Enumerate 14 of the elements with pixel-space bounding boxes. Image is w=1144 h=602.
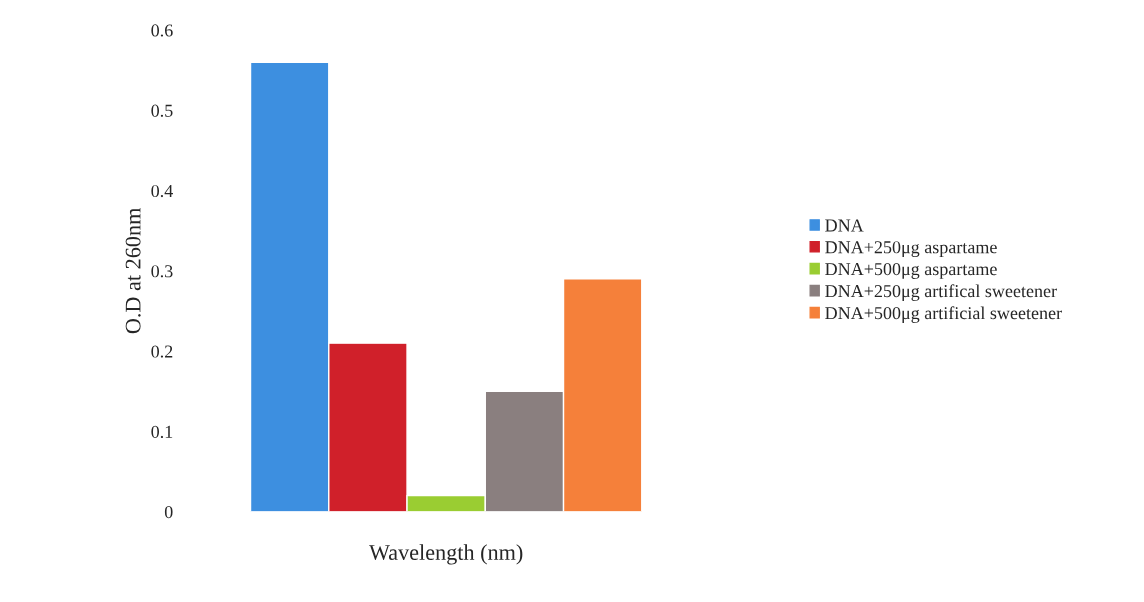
y-tick-label: 0.3: [151, 265, 173, 278]
y-tick-label: 0.1: [151, 425, 173, 438]
x-axis-title: Wavelength (nm): [369, 544, 523, 565]
legend-label: DNA: [825, 219, 864, 232]
legend-label: DNA+250μg aspartame: [825, 241, 997, 258]
legend-label: DNA+500μg aspartame: [825, 263, 997, 279]
y-tick-label: 0.5: [151, 104, 173, 117]
y-axis-title: O.D at 260nm: [125, 207, 141, 334]
legend-label: DNA+250μg artifical sweetener: [825, 284, 1057, 301]
y-tick-label: 0.4: [151, 184, 173, 198]
legend-label: DNA+500μg artificial sweetener: [825, 306, 1062, 323]
y-tick-label: 0: [164, 505, 173, 519]
y-tick-label: 0.6: [151, 24, 173, 37]
y-tick-label: 0.2: [151, 345, 173, 358]
